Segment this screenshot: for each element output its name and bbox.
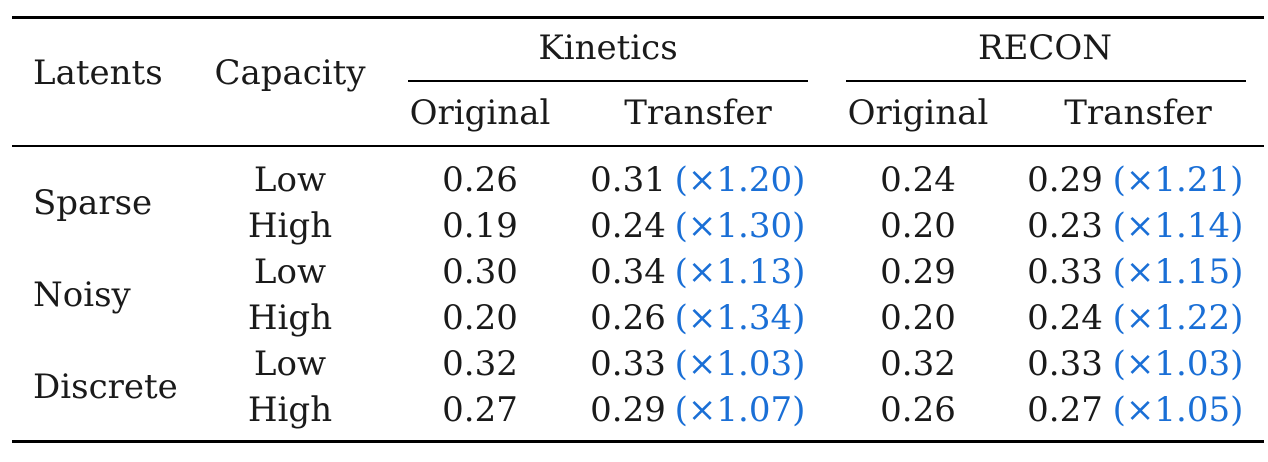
k-ratio-cell: (×1.07) [674, 390, 806, 430]
header-latents: Latents [33, 53, 163, 93]
header-capacity: Capacity [214, 53, 366, 93]
capacity-cell: High [247, 206, 333, 246]
capacity-cell: Low [253, 252, 327, 292]
header-recon-original: Original [847, 93, 989, 133]
recon-underline [846, 80, 1246, 82]
r-orig-cell: 0.24 [880, 160, 956, 200]
r-ratio-cell: (×1.22) [1112, 298, 1244, 338]
r-orig-cell: 0.20 [880, 298, 956, 338]
capacity-cell: Low [253, 344, 327, 384]
k-trans-cell: 0.31 [590, 160, 666, 200]
r-ratio-cell: (×1.15) [1112, 252, 1244, 292]
capacity-cell: High [247, 390, 333, 430]
header-kinetics-transfer: Transfer [624, 93, 772, 133]
k-trans-cell: 0.24 [590, 206, 666, 246]
top-rule [12, 16, 1264, 19]
k-ratio-cell: (×1.34) [674, 298, 806, 338]
k-ratio-cell: (×1.03) [674, 344, 806, 384]
r-ratio-cell: (×1.03) [1112, 344, 1244, 384]
k-trans-cell: 0.26 [590, 298, 666, 338]
k-orig-cell: 0.19 [442, 206, 518, 246]
header-recon-transfer: Transfer [1064, 93, 1212, 133]
r-trans-cell: 0.23 [1027, 206, 1103, 246]
bottom-rule [12, 440, 1264, 443]
r-orig-cell: 0.32 [880, 344, 956, 384]
r-trans-cell: 0.29 [1027, 160, 1103, 200]
header-recon: RECON [977, 28, 1113, 68]
r-orig-cell: 0.20 [880, 206, 956, 246]
r-trans-cell: 0.24 [1027, 298, 1103, 338]
r-trans-cell: 0.33 [1027, 252, 1103, 292]
latents-cell: Noisy [33, 275, 131, 315]
r-orig-cell: 0.29 [880, 252, 956, 292]
r-ratio-cell: (×1.14) [1112, 206, 1244, 246]
header-rule [12, 145, 1264, 147]
k-orig-cell: 0.20 [442, 298, 518, 338]
k-ratio-cell: (×1.30) [674, 206, 806, 246]
capacity-cell: Low [253, 160, 327, 200]
r-trans-cell: 0.27 [1027, 390, 1103, 430]
r-ratio-cell: (×1.05) [1112, 390, 1244, 430]
latents-cell: Discrete [33, 367, 178, 407]
k-orig-cell: 0.26 [442, 160, 518, 200]
r-orig-cell: 0.26 [880, 390, 956, 430]
k-trans-cell: 0.33 [590, 344, 666, 384]
latents-cell: Sparse [33, 183, 153, 223]
k-orig-cell: 0.32 [442, 344, 518, 384]
header-kinetics-original: Original [409, 93, 551, 133]
kinetics-underline [408, 80, 808, 82]
r-trans-cell: 0.33 [1027, 344, 1103, 384]
k-ratio-cell: (×1.20) [674, 160, 806, 200]
k-trans-cell: 0.34 [590, 252, 666, 292]
k-trans-cell: 0.29 [590, 390, 666, 430]
r-ratio-cell: (×1.21) [1112, 160, 1244, 200]
header-kinetics: Kinetics [538, 28, 678, 68]
k-ratio-cell: (×1.13) [674, 252, 806, 292]
k-orig-cell: 0.27 [442, 390, 518, 430]
capacity-cell: High [247, 298, 333, 338]
k-orig-cell: 0.30 [442, 252, 518, 292]
